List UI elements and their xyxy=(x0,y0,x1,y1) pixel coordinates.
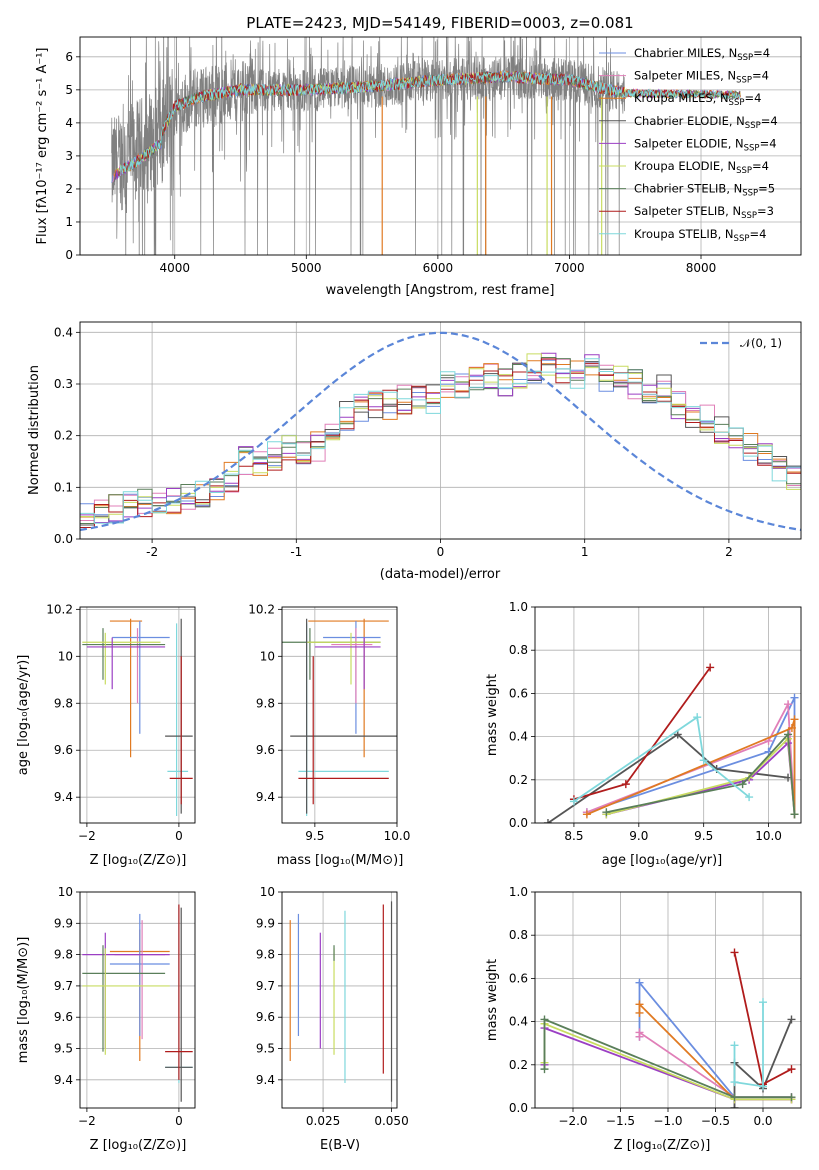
age_vs_mass-ytick-label: 10 xyxy=(260,649,275,663)
weight-vs-age-xlabel: age [log₁₀(age/yr)] xyxy=(602,853,723,868)
mass_vs_ebv-xtick-label: 0.050 xyxy=(374,1114,408,1128)
weight-vs-age-ylabel: mass weight xyxy=(485,674,500,756)
mass_vs_ebv-ytick-label: 10 xyxy=(260,885,275,899)
weight_vs_age-ytick-label: 0.2 xyxy=(509,773,528,787)
spectrum-title: PLATE=2423, MJD=54149, FIBERID=0003, z=0… xyxy=(246,14,633,32)
mass_vs_Z-xtick-label: −2 xyxy=(78,1114,96,1128)
spectrum-ytick-label: 5 xyxy=(65,83,73,97)
mass_vs_ebv-ytick-label: 9.4 xyxy=(256,1073,275,1087)
spectrum-ytick-label: 3 xyxy=(65,149,73,163)
residuals-ylabel: Normed distribution xyxy=(27,365,42,495)
age_vs_Z-xtick-label: −2 xyxy=(78,829,96,843)
age_vs_Z-ytick-label: 10 xyxy=(58,649,73,663)
age-vs-Z-ylabel: age [log₁₀(age/yr)] xyxy=(16,655,31,776)
residuals-ytick-label: 0.4 xyxy=(54,325,73,339)
mass_vs_ebv-xtick-label: 0.025 xyxy=(306,1114,340,1128)
age_vs_Z-ytick-label: 9.8 xyxy=(54,696,73,710)
residuals-ytick-label: 0.1 xyxy=(54,480,73,494)
age_vs_Z-ytick-label: 9.4 xyxy=(54,790,73,804)
weight_vs_age-xtick-label: 9.5 xyxy=(694,829,713,843)
mass_vs_ebv-ytick-label: 9.6 xyxy=(256,1010,275,1024)
weight_vs_age-ytick-label: 0.4 xyxy=(509,730,528,744)
spectrum-xtick-label: 8000 xyxy=(686,261,717,275)
weight_vs_Z-ytick-label: 0.4 xyxy=(509,1015,528,1029)
spectrum-ytick-label: 2 xyxy=(65,182,73,196)
mass_vs_Z-ytick-label: 9.4 xyxy=(54,1073,73,1087)
weight_vs_age-ytick-label: 1.0 xyxy=(509,600,528,614)
age-vs-Z-xlabel: Z [log₁₀(Z/Z⊙)] xyxy=(90,853,187,868)
weight_vs_Z-xtick-label: −1.5 xyxy=(606,1114,635,1128)
residuals-ytick-label: 0.0 xyxy=(54,532,73,546)
legend-label: 𝒩(0, 1) xyxy=(740,336,782,350)
age_vs_Z-ytick-label: 9.6 xyxy=(54,743,73,757)
mass_vs_ebv-ytick-label: 9.9 xyxy=(256,916,275,930)
mass-vs-Z-ylabel: mass [log₁₀(M/M⊙)] xyxy=(16,937,31,1064)
figure: PLATE=2423, MJD=54149, FIBERID=0003, z=0… xyxy=(0,0,819,1170)
spectrum-xtick-label: 6000 xyxy=(423,261,454,275)
mass_vs_Z-ytick-label: 9.6 xyxy=(54,1010,73,1024)
weight_vs_Z-ytick-label: 0.0 xyxy=(509,1101,528,1115)
weight_vs_Z-ytick-label: 1.0 xyxy=(509,885,528,899)
mass-vs-Z-xlabel: Z [log₁₀(Z/Z⊙)] xyxy=(90,1138,187,1153)
residuals-xtick-label: -2 xyxy=(146,545,158,559)
weight_vs_Z-xtick-label: −1.0 xyxy=(653,1114,682,1128)
age_vs_mass-xtick-label: 10.0 xyxy=(384,829,411,843)
weight_vs_age-xtick-label: 10.0 xyxy=(755,829,782,843)
residuals-xlabel: (data-model)/error xyxy=(380,567,501,582)
weight_vs_Z-ytick-label: 0.2 xyxy=(509,1058,528,1072)
age-vs-mass-xlabel: mass [log₁₀(M/M⊙)] xyxy=(277,853,404,868)
age_vs_Z-xtick-label: 0 xyxy=(175,829,183,843)
spectrum-ytick-label: 0 xyxy=(65,248,73,262)
spectrum-xtick-label: 4000 xyxy=(159,261,190,275)
mass_vs_Z-ytick-label: 9.8 xyxy=(54,948,73,962)
spectrum-xtick-label: 7000 xyxy=(554,261,585,275)
weight_vs_Z-xtick-label: −0.5 xyxy=(701,1114,730,1128)
weight_vs_age-xtick-label: 9.0 xyxy=(629,829,648,843)
residuals-ytick-label: 0.3 xyxy=(54,377,73,391)
weight_vs_age-ytick-label: 0.0 xyxy=(509,816,528,830)
residuals-xtick-label: -1 xyxy=(290,545,302,559)
age_vs_mass-ytick-label: 10.2 xyxy=(248,602,275,616)
residuals-xtick-label: 2 xyxy=(725,545,733,559)
mass_vs_ebv-ytick-label: 9.5 xyxy=(256,1042,275,1056)
spectrum-xlabel: wavelength [Angstrom, rest frame] xyxy=(326,283,555,298)
age_vs_mass-ytick-label: 9.8 xyxy=(256,696,275,710)
residuals-ytick-label: 0.2 xyxy=(54,429,73,443)
mass_vs_Z-ytick-label: 9.5 xyxy=(54,1042,73,1056)
spectrum-ytick-label: 4 xyxy=(65,116,73,130)
weight_vs_age-ytick-label: 0.8 xyxy=(509,643,528,657)
weight-vs-Z-ylabel: mass weight xyxy=(485,959,500,1041)
spectrum-xtick-label: 5000 xyxy=(291,261,322,275)
mass_vs_Z-xtick-label: 0 xyxy=(175,1114,183,1128)
spectrum-ytick-label: 6 xyxy=(65,50,73,64)
age_vs_mass-xtick-label: 9.5 xyxy=(305,829,324,843)
weight_vs_age-ytick-label: 0.6 xyxy=(509,686,528,700)
mass-vs-ebv-xlabel: E(B-V) xyxy=(320,1138,360,1153)
mass_vs_Z-ytick-label: 9.7 xyxy=(54,979,73,993)
residuals-xtick-label: 1 xyxy=(581,545,589,559)
age_vs_Z-ytick-label: 10.2 xyxy=(46,602,73,616)
weight_vs_Z-ytick-label: 0.8 xyxy=(509,928,528,942)
weight_vs_Z-ytick-label: 0.6 xyxy=(509,971,528,985)
age_vs_mass-ytick-label: 9.4 xyxy=(256,790,275,804)
residuals-xtick-label: 0 xyxy=(437,545,445,559)
mass_vs_Z-ytick-label: 10 xyxy=(58,885,73,899)
mass_vs_ebv-ytick-label: 9.7 xyxy=(256,979,275,993)
mass_vs_ebv-ytick-label: 9.8 xyxy=(256,948,275,962)
spectrum-ylabel: Flux [fλ10⁻¹⁷ erg cm⁻² s⁻¹ A⁻¹] xyxy=(35,48,50,245)
spectrum-ytick-label: 1 xyxy=(65,215,73,229)
mass_vs_Z-ytick-label: 9.9 xyxy=(54,916,73,930)
age_vs_mass-ytick-label: 9.6 xyxy=(256,743,275,757)
weight_vs_age-xtick-label: 8.5 xyxy=(564,829,583,843)
weight_vs_Z-xtick-label: 0.0 xyxy=(753,1114,772,1128)
weight_vs_Z-xtick-label: −2.0 xyxy=(558,1114,587,1128)
weight-vs-Z-xlabel: Z [log₁₀(Z/Z⊙)] xyxy=(614,1138,711,1153)
